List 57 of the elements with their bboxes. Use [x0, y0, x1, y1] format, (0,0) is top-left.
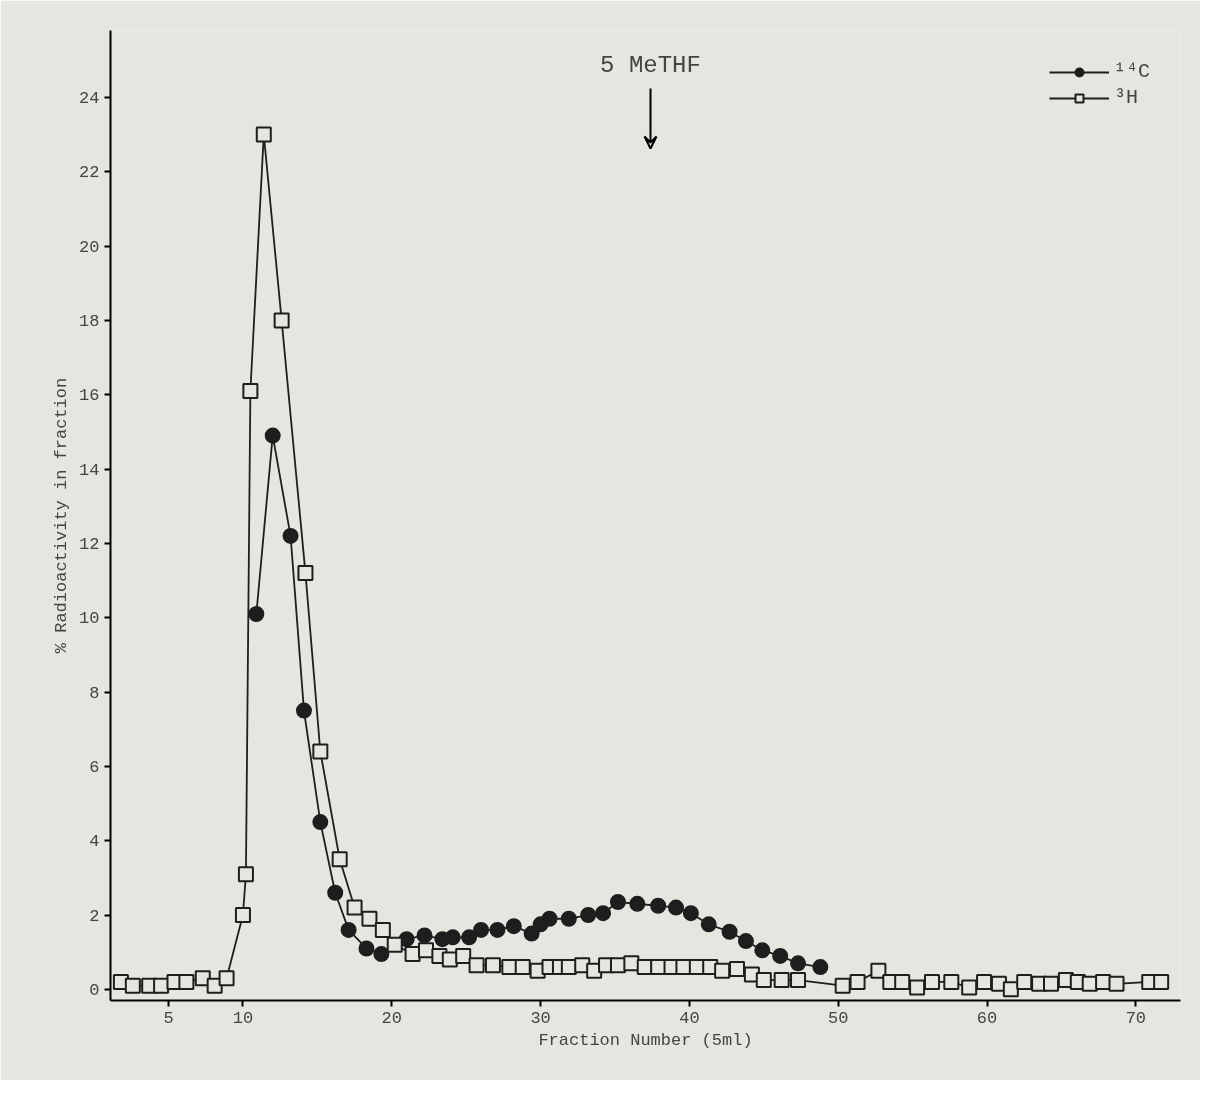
y-tick-label: 16 [79, 386, 100, 406]
point [461, 929, 478, 946]
y-tick-label: 20 [79, 237, 100, 257]
annotation: 5 MeTHF [600, 52, 701, 79]
y-tick-label: 8 [89, 683, 100, 703]
point [327, 884, 344, 901]
x-tick-label: 20 [381, 1008, 402, 1028]
point [373, 946, 390, 963]
y-tick-label: 24 [79, 88, 100, 108]
point [700, 916, 717, 933]
legend-label: ¹⁴C [1113, 60, 1150, 83]
point [340, 921, 357, 938]
point [682, 905, 699, 922]
point [416, 927, 433, 944]
point [489, 921, 506, 938]
point [721, 923, 738, 940]
point [754, 942, 771, 959]
y-tick-label: 0 [89, 980, 100, 1000]
x-tick-label: 10 [232, 1008, 254, 1028]
x-tick-label: 40 [679, 1008, 700, 1028]
y-tick-label: 14 [79, 460, 100, 480]
x-tick-label: 70 [1125, 1008, 1147, 1028]
y-axis-title: % Radioactivity in fraction [52, 377, 72, 654]
point [595, 905, 612, 922]
x-tick-label: 30 [530, 1008, 551, 1028]
legend-label: ³H [1113, 86, 1138, 109]
y-tick-label: 6 [89, 757, 100, 777]
x-tick-label: 60 [976, 1008, 998, 1028]
point [312, 814, 329, 831]
point [580, 907, 597, 924]
point [772, 947, 789, 964]
point [505, 918, 522, 935]
point [282, 527, 299, 544]
y-tick-label: 2 [89, 906, 100, 926]
y-tick-label: 12 [79, 534, 100, 554]
point [248, 606, 265, 622]
point [668, 899, 685, 916]
x-axis-title: Fraction Number (5ml) [538, 1030, 753, 1050]
point [541, 910, 558, 927]
point [560, 910, 577, 927]
point [609, 894, 626, 910]
point [650, 897, 667, 914]
point [790, 955, 807, 972]
x-tick-label: 50 [828, 1008, 849, 1028]
y-tick-label: 4 [89, 832, 100, 852]
point [737, 933, 754, 950]
point [295, 702, 312, 719]
point [812, 959, 829, 976]
y-tick-label: 22 [79, 163, 100, 183]
point [473, 921, 490, 938]
y-tick-label: 10 [79, 609, 100, 629]
x-tick-label: 5 [163, 1008, 174, 1028]
point [264, 427, 281, 444]
y-tick-label: 18 [79, 311, 100, 331]
point [629, 895, 646, 912]
point [444, 929, 461, 946]
point [358, 940, 375, 957]
